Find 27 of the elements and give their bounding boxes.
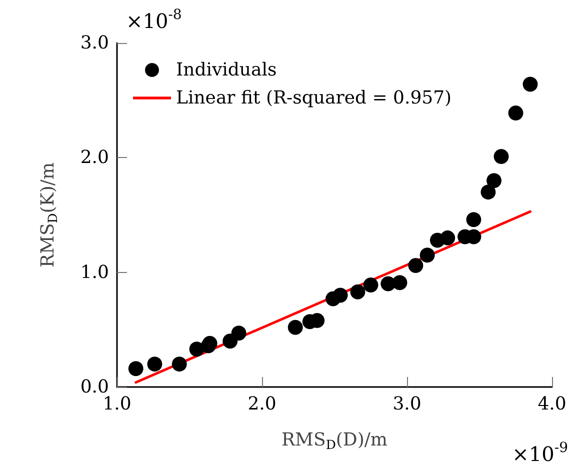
legend-label: Individuals bbox=[176, 60, 277, 80]
point bbox=[147, 356, 162, 372]
point bbox=[231, 326, 246, 341]
point bbox=[420, 248, 435, 263]
x-tick-label: 3.0 bbox=[392, 394, 422, 414]
point bbox=[408, 258, 424, 273]
point bbox=[440, 230, 456, 246]
point bbox=[480, 184, 496, 200]
point bbox=[466, 212, 482, 228]
y-tick-label: 2.0 bbox=[80, 147, 109, 168]
point bbox=[332, 288, 348, 303]
point bbox=[392, 275, 408, 290]
y-tick-label: 3.0 bbox=[80, 32, 109, 54]
point bbox=[288, 320, 303, 335]
point bbox=[522, 76, 538, 92]
point bbox=[363, 277, 378, 292]
point bbox=[128, 361, 144, 376]
point bbox=[172, 356, 187, 372]
y-axis-title: RMSD(K)/m bbox=[38, 162, 60, 268]
point bbox=[494, 149, 509, 164]
legend-label: Linear fit (R-squared = 0.957) bbox=[176, 88, 452, 108]
x-tick-label: 4.0 bbox=[538, 394, 566, 414]
point bbox=[508, 105, 524, 120]
x-tick-label: 2.0 bbox=[248, 394, 276, 414]
y-tick-label: 1.0 bbox=[80, 262, 109, 283]
point bbox=[486, 173, 502, 188]
point bbox=[350, 284, 366, 300]
